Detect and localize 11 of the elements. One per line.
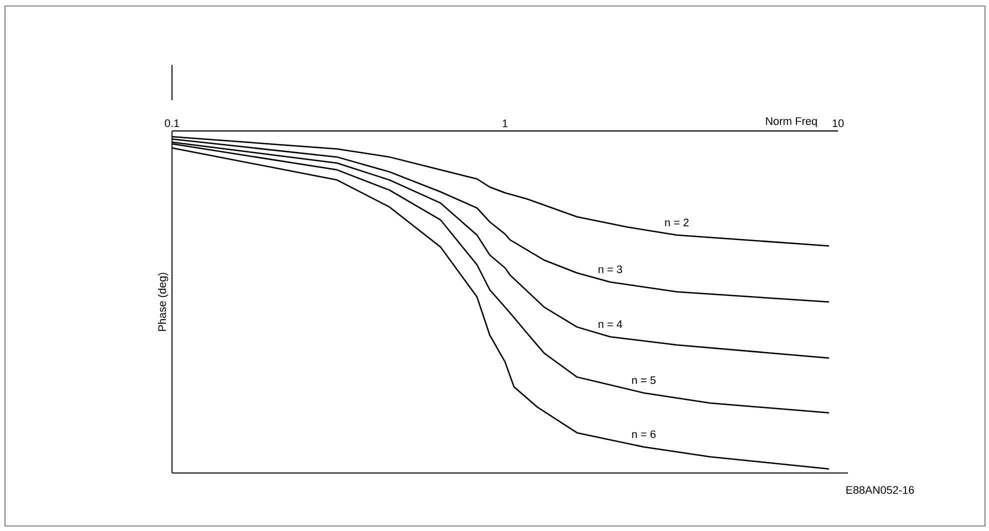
series-label: n = 6 xyxy=(632,430,656,438)
series-label: n = 4 xyxy=(598,320,622,328)
x-tick-label: 0.1 xyxy=(164,119,180,128)
series-label: n = 5 xyxy=(632,376,656,384)
x-axis-title: Norm Freq xyxy=(766,117,817,128)
x-tick-label: 10 xyxy=(832,119,844,128)
text: E88AN052-16 xyxy=(846,486,914,494)
x-tick-label: 1 xyxy=(502,120,508,128)
series-label: n = 3 xyxy=(598,265,622,274)
series-label: n = 2 xyxy=(665,218,689,226)
y-axis-title: Phase (deg) xyxy=(158,272,168,331)
